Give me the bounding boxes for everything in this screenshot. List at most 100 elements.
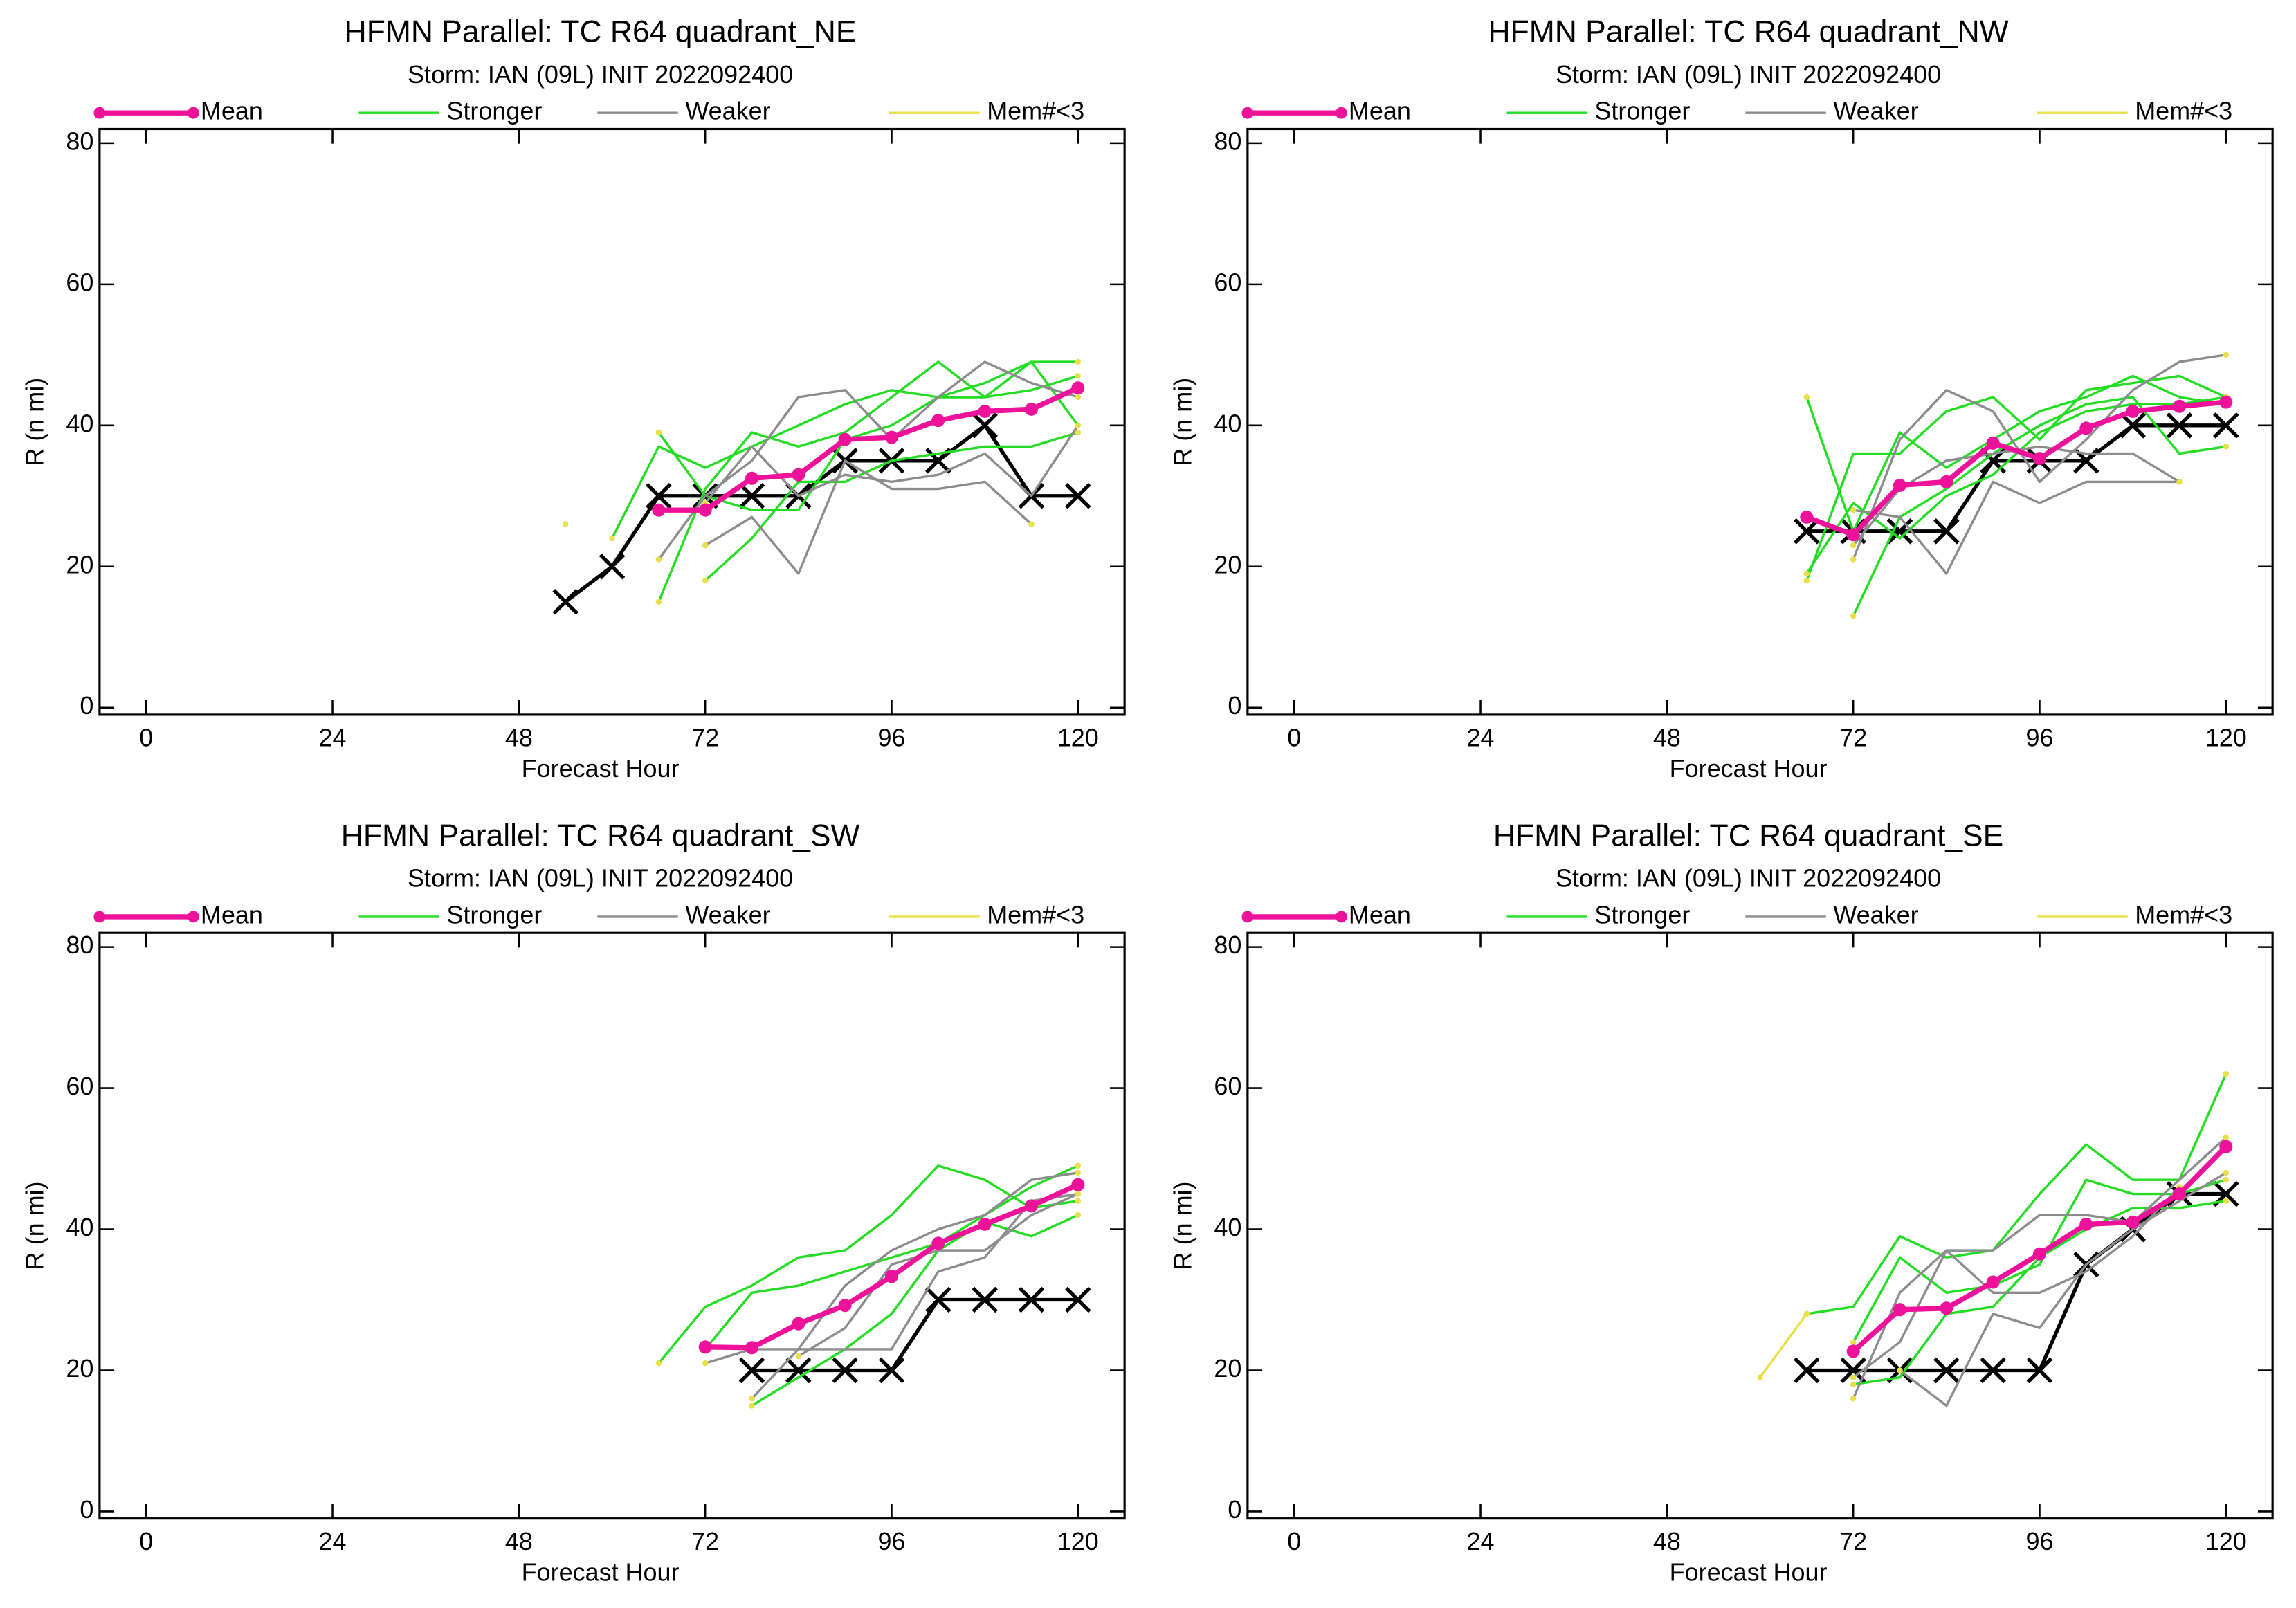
x-marker (646, 482, 672, 509)
series-line (1852, 480, 2180, 575)
point-marker (1986, 1275, 2000, 1289)
end-marker (1850, 556, 1857, 563)
point-marker (2079, 421, 2093, 435)
end-marker (1897, 1367, 1903, 1373)
point-marker (698, 1340, 712, 1354)
legend-label: Weaker (685, 97, 770, 125)
point-marker (745, 1341, 759, 1355)
x-axis-label: Forecast Hour (522, 754, 680, 783)
x-marker (1018, 1286, 1045, 1313)
point-marker (1846, 528, 1860, 542)
x-tick-label: 24 (319, 1527, 347, 1555)
point-marker (978, 404, 992, 418)
y-tick-label: 0 (1228, 691, 1241, 720)
chart-title: HFMN Parallel: TC R64 quadrant_NW (1488, 15, 2009, 49)
y-tick-label: 0 (80, 1495, 93, 1524)
x-marker (1980, 1357, 2006, 1384)
series-line (1805, 396, 2227, 574)
x-marker (832, 1357, 858, 1384)
end-marker (2176, 479, 2183, 485)
series-line (657, 360, 1079, 560)
x-tick-label: 120 (1057, 1527, 1099, 1555)
x-marker (1933, 1357, 1960, 1384)
end-marker (1075, 1198, 1082, 1204)
y-tick-label: 80 (1214, 127, 1241, 155)
point-marker (745, 471, 759, 485)
x-marker (738, 482, 765, 509)
end-marker (702, 1360, 709, 1367)
point-marker (2172, 1187, 2187, 1201)
end-marker (795, 1353, 802, 1360)
x-tick-label: 48 (1653, 1527, 1681, 1555)
end-marker (2223, 1169, 2230, 1176)
x-marker (878, 1357, 905, 1384)
end-marker (1075, 358, 1082, 365)
end-marker (655, 556, 662, 563)
end-marker (702, 542, 709, 549)
point-marker (1024, 1199, 1039, 1213)
x-marker (1794, 1357, 1820, 1384)
x-marker (785, 1357, 812, 1384)
plot-frame (1246, 127, 2274, 716)
x-tick-label: 72 (1839, 1527, 1867, 1555)
y-tick-label: 0 (80, 691, 93, 720)
end-marker (1075, 373, 1082, 379)
series-line (564, 423, 1078, 603)
x-marker (925, 1286, 951, 1313)
series-line (704, 1164, 1079, 1350)
x-tick-label: 0 (1287, 1527, 1301, 1555)
series-line (704, 424, 1079, 504)
legend-marker (1241, 107, 1254, 119)
y-axis-label: R (n mi) (1168, 1181, 1196, 1270)
chart-subtitle: Storm: IAN (09L) INIT 2022092400 (1556, 864, 1941, 893)
series-line (1805, 374, 2227, 581)
point-marker (978, 1217, 992, 1231)
legend-marker (1335, 107, 1347, 119)
end-marker (1850, 506, 1857, 513)
x-marker (1065, 482, 1091, 509)
end-marker (1075, 1191, 1082, 1197)
point-marker (1893, 478, 1907, 493)
end-marker (1850, 1374, 1857, 1380)
chart-subtitle: Storm: IAN (09L) INIT 2022092400 (1556, 60, 1941, 89)
end-marker (1075, 429, 1082, 436)
point-marker (1803, 1310, 1810, 1317)
point-marker (2219, 395, 2233, 409)
point-marker (2032, 1247, 2047, 1261)
y-tick-label: 80 (1214, 931, 1241, 959)
series-line (611, 374, 1079, 539)
end-marker (1850, 1381, 1857, 1388)
y-tick-label: 0 (1228, 1495, 1241, 1524)
y-tick-label: 80 (66, 127, 93, 155)
y-tick-label: 60 (1214, 268, 1241, 296)
x-tick-label: 48 (1653, 723, 1681, 751)
point-marker (2079, 1217, 2093, 1231)
point-marker (1940, 475, 1953, 488)
point-marker (931, 1236, 945, 1250)
end-marker (2223, 351, 2230, 358)
chart-title: HFMN Parallel: TC R64 quadrant_SE (1493, 819, 2003, 852)
x-marker (1794, 518, 1820, 545)
x-tick-label: 96 (2025, 723, 2053, 751)
point-marker (1893, 1303, 1907, 1317)
series-line (1852, 354, 2227, 560)
end-marker (2223, 1070, 2230, 1077)
end-marker (749, 1403, 755, 1409)
point-marker (838, 432, 852, 446)
end-marker (1075, 394, 1082, 401)
y-tick-label: 40 (1214, 409, 1241, 437)
end-marker (1803, 394, 1810, 401)
series-line (658, 385, 1079, 513)
legend-marker (187, 107, 199, 119)
chart-subtitle: Storm: IAN (09L) INIT 2022092400 (408, 864, 793, 893)
point-marker (1846, 1344, 1860, 1358)
series-line (1852, 396, 2227, 616)
point-marker (2219, 1140, 2233, 1153)
end-marker (1803, 577, 1810, 584)
x-tick-label: 0 (139, 723, 153, 751)
end-marker (609, 535, 615, 542)
point-marker (884, 1270, 899, 1283)
point-marker (1071, 1178, 1085, 1191)
x-tick-label: 0 (1287, 723, 1301, 751)
